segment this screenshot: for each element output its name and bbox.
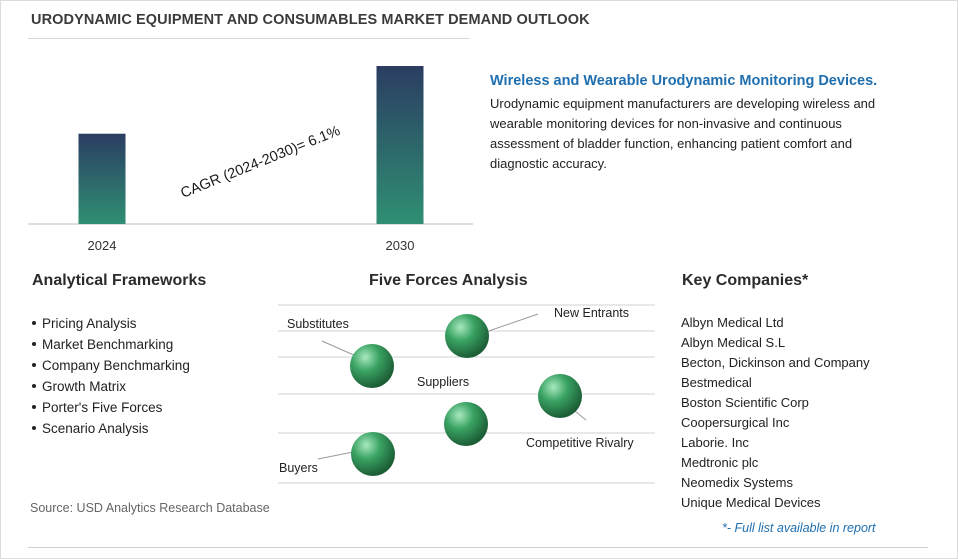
label-competitive-rivalry: Competitive Rivalry xyxy=(526,436,634,450)
force-sphere-buyers xyxy=(351,432,395,476)
x-tick-label: 2030 xyxy=(386,238,415,253)
force-sphere-suppliers xyxy=(444,402,488,446)
bullet-icon xyxy=(32,383,36,388)
company-item: Laborie. Inc xyxy=(681,435,749,450)
framework-item: Company Benchmarking xyxy=(30,355,190,376)
company-item: Becton, Dickinson and Company xyxy=(681,355,870,370)
frameworks-list: Pricing Analysis Market Benchmarking Compa… xyxy=(30,313,190,439)
insight-title: Wireless and Wearable Urodynamic Monitor… xyxy=(490,73,878,89)
companies-note: *- Full list available in report xyxy=(722,521,876,535)
company-item: Medtronic plc xyxy=(681,455,759,470)
five-forces-title: Five Forces Analysis xyxy=(369,272,528,289)
bar-2030 xyxy=(376,66,424,224)
framework-label: Porter's Five Forces xyxy=(42,400,163,415)
bullet-icon xyxy=(32,341,36,346)
force-sphere-substitutes xyxy=(350,344,394,388)
framework-item: Growth Matrix xyxy=(30,376,190,397)
bullet-icon xyxy=(32,362,36,367)
framework-label: Market Benchmarking xyxy=(42,337,174,352)
framework-item: Pricing Analysis xyxy=(30,313,190,334)
company-item: Unique Medical Devices xyxy=(681,495,821,510)
framework-item: Porter's Five Forces xyxy=(30,397,190,418)
five-forces-diagram: Substitutes New Entrants Suppliers Compe… xyxy=(278,304,655,484)
label-substitutes: Substitutes xyxy=(287,317,349,331)
framework-label: Growth Matrix xyxy=(42,379,127,394)
company-item: Albyn Medical S.L xyxy=(681,335,786,350)
framework-label: Company Benchmarking xyxy=(42,358,190,373)
page-title: URODYNAMIC EQUIPMENT AND CONSUMABLES MAR… xyxy=(31,12,590,28)
company-item: Neomedix Systems xyxy=(681,475,793,490)
company-item: Coopersurgical Inc xyxy=(681,415,790,430)
bullet-icon xyxy=(32,404,36,409)
label-new-entrants: New Entrants xyxy=(554,306,629,320)
label-buyers: Buyers xyxy=(279,461,318,475)
frameworks-title: Analytical Frameworks xyxy=(32,272,207,289)
company-item: Boston Scientific Corp xyxy=(681,395,809,410)
companies-list: Albyn Medical Ltd Albyn Medical S.L Becton… xyxy=(681,313,870,513)
source-note: Source: USD Analytics Research Database xyxy=(30,501,270,515)
connector-line xyxy=(479,313,539,335)
bottom-divider xyxy=(28,547,928,548)
label-suppliers: Suppliers xyxy=(417,375,469,389)
bar-2024 xyxy=(78,133,126,224)
force-sphere-competitive-rivalry xyxy=(538,374,582,418)
framework-item: Market Benchmarking xyxy=(30,334,190,355)
bullet-icon xyxy=(32,425,36,430)
framework-label: Pricing Analysis xyxy=(42,316,137,331)
framework-label: Scenario Analysis xyxy=(42,421,149,436)
bar-chart: 2024 2030 CAGR (2024-2030)= 6.1% xyxy=(28,66,473,253)
force-sphere-new-entrants xyxy=(445,314,489,358)
insight-body: Urodynamic equipment manufacturers are d… xyxy=(490,96,876,171)
company-item: Bestmedical xyxy=(681,375,752,390)
framework-item: Scenario Analysis xyxy=(30,418,190,439)
cagr-annotation: CAGR (2024-2030)= 6.1% xyxy=(179,123,343,202)
bullet-icon xyxy=(32,320,36,325)
title-divider xyxy=(28,38,470,39)
x-tick-label: 2024 xyxy=(88,238,117,253)
companies-title: Key Companies* xyxy=(682,272,809,289)
company-item: Albyn Medical Ltd xyxy=(681,315,784,330)
